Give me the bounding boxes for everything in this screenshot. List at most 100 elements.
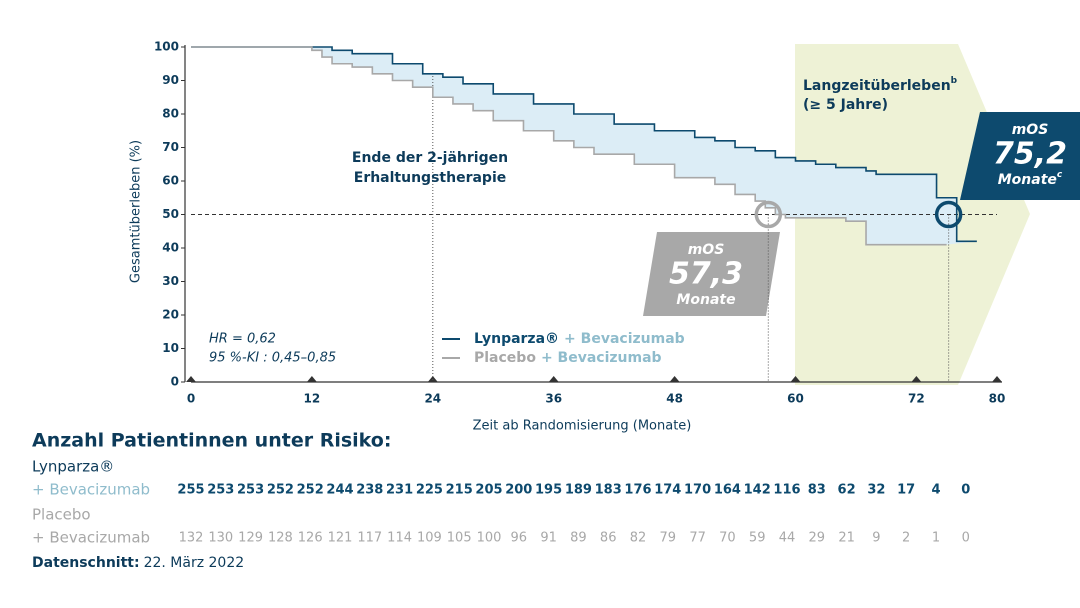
risk-count: 142 <box>744 483 771 498</box>
x-tick-label: 12 <box>304 392 321 406</box>
row-label: Placebo <box>32 506 91 524</box>
risk-count: 252 <box>267 483 294 498</box>
y-tick-label: 70 <box>162 140 179 154</box>
ci-text: 95 %-KI : 0,45–0,85 <box>209 351 336 366</box>
y-tick-label: 60 <box>162 174 179 188</box>
legend-label: Lynparza® + Bevacizumab <box>474 331 685 347</box>
row-label: + Bevacizumab <box>32 529 150 547</box>
risk-count: 195 <box>535 483 562 498</box>
legend-label: Placebo + Bevacizumab <box>474 350 662 366</box>
text-part: Langzeitüberleben <box>803 78 951 94</box>
risk-count: 189 <box>565 483 592 498</box>
risk-count: 255 <box>177 483 204 498</box>
km-curve <box>191 46 947 246</box>
risk-count: 200 <box>505 483 532 498</box>
risk-count: 205 <box>475 483 502 498</box>
x-tick-label: 0 <box>187 392 195 406</box>
risk-count: 4 <box>931 483 940 498</box>
text-part: b <box>951 76 958 86</box>
x-tick <box>992 376 1002 382</box>
risk-count: 170 <box>684 483 711 498</box>
risk-title: Anzahl Patientinnen unter Risiko: <box>32 430 391 452</box>
risk-count: 89 <box>570 531 587 546</box>
text-part: Monate <box>998 172 1057 188</box>
text-part: + Bevacizumab <box>564 331 685 347</box>
x-tick-label: 24 <box>424 392 441 406</box>
risk-count: 116 <box>773 483 800 498</box>
risk-count: 183 <box>595 483 622 498</box>
x-tick <box>186 376 196 382</box>
risk-count: 83 <box>808 483 826 498</box>
risk-count: 91 <box>540 531 557 546</box>
cutoff: Datenschnitt: 22. März 2022 <box>32 555 244 571</box>
mos-heading: mOS <box>688 242 725 258</box>
risk-count: 62 <box>838 483 856 498</box>
risk-count: 130 <box>208 531 233 546</box>
risk-count: 77 <box>689 531 706 546</box>
risk-count: 1 <box>932 531 940 546</box>
x-tick <box>790 376 801 382</box>
mos-value: 75,2 <box>993 137 1067 172</box>
risk-count: 128 <box>268 531 293 546</box>
risk-count: 44 <box>779 531 796 546</box>
mos-unit: Monate <box>676 292 735 308</box>
risk-count: 132 <box>179 531 204 546</box>
risk-count: 70 <box>719 531 736 546</box>
risk-count: 238 <box>356 483 383 498</box>
risk-count: 126 <box>298 531 323 546</box>
y-tick-label: 30 <box>162 274 179 288</box>
y-tick-label: 0 <box>171 375 179 389</box>
mos-unit: Monatec <box>998 170 1063 189</box>
x-tick <box>911 376 922 382</box>
row-label: + Bevacizumab <box>32 481 150 499</box>
y-tick-label: 80 <box>162 107 179 121</box>
annotation: (≥ 5 Jahre) <box>803 97 888 113</box>
y-tick-label: 90 <box>162 73 179 87</box>
text-part: c <box>1057 170 1063 180</box>
risk-count: 0 <box>961 483 970 498</box>
annotation: Langzeitüberlebenb <box>803 76 958 95</box>
risk-count: 32 <box>867 483 885 498</box>
x-tick-label: 80 <box>989 392 1006 406</box>
risk-count: 129 <box>238 531 263 546</box>
mos-box-lynparza <box>960 112 1080 200</box>
risk-count: 253 <box>237 483 264 498</box>
x-tick <box>669 376 680 382</box>
risk-count: 109 <box>417 531 442 546</box>
risk-count: 96 <box>511 531 528 546</box>
median-marker <box>934 200 963 229</box>
gap-fill <box>191 47 977 245</box>
risk-count: 176 <box>624 483 651 498</box>
x-tick-label: 60 <box>787 392 804 406</box>
x-tick <box>306 376 317 382</box>
x-tick-label: 36 <box>545 392 562 406</box>
risk-count: 105 <box>447 531 472 546</box>
risk-count: 244 <box>326 483 353 498</box>
annotation: Erhaltungstherapie <box>354 170 506 186</box>
x-tick-label: 48 <box>666 392 683 406</box>
risk-count: 231 <box>386 483 413 498</box>
text-part: Monate <box>676 292 735 308</box>
risk-count: 21 <box>838 531 855 546</box>
y-tick-label: 20 <box>162 308 179 322</box>
y-tick-label: 50 <box>162 207 179 221</box>
risk-count: 2 <box>902 531 910 546</box>
x-tick-label: 72 <box>908 392 925 406</box>
text-part: Datenschnitt: <box>32 555 140 571</box>
text-part: Placebo <box>474 350 536 366</box>
risk-count: 117 <box>357 531 382 546</box>
risk-count: 252 <box>297 483 324 498</box>
median-marker <box>754 200 783 229</box>
y-axis-label: Gesamtüberleben (%) <box>129 140 144 283</box>
risk-count: 0 <box>962 531 970 546</box>
risk-count: 114 <box>387 531 412 546</box>
text-part: Lynparza® <box>474 331 559 347</box>
risk-count: 253 <box>207 483 234 498</box>
text-part: 22. März 2022 <box>144 555 245 571</box>
risk-count: 225 <box>416 483 443 498</box>
risk-count: 29 <box>809 531 826 546</box>
annotation: Ende der 2-jährigen <box>352 150 508 166</box>
x-tick <box>548 376 559 382</box>
